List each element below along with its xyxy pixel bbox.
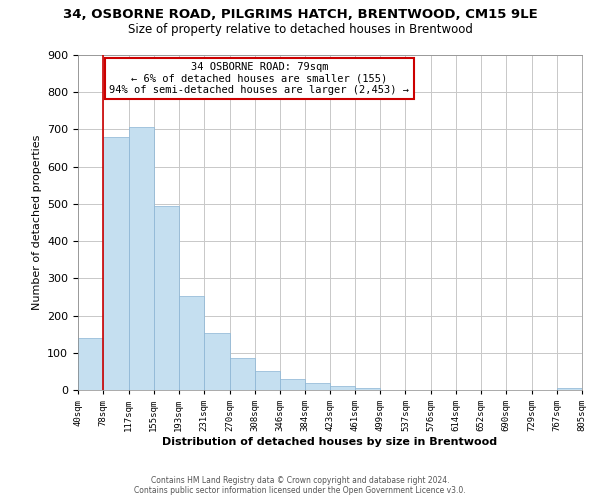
Bar — [254, 372, 280, 390]
Bar — [179, 296, 204, 390]
Bar — [280, 379, 305, 390]
Text: 34, OSBORNE ROAD, PILGRIMS HATCH, BRENTWOOD, CM15 9LE: 34, OSBORNE ROAD, PILGRIMS HATCH, BRENTW… — [62, 8, 538, 20]
Bar — [557, 388, 582, 390]
Bar — [204, 333, 230, 390]
Bar — [355, 388, 380, 390]
Bar — [331, 386, 355, 390]
Y-axis label: Number of detached properties: Number of detached properties — [32, 135, 41, 310]
Bar — [230, 358, 254, 390]
Bar — [305, 382, 331, 390]
X-axis label: Distribution of detached houses by size in Brentwood: Distribution of detached houses by size … — [163, 437, 497, 447]
Bar — [154, 206, 179, 390]
Bar — [129, 127, 154, 390]
Bar — [78, 338, 103, 390]
Text: Size of property relative to detached houses in Brentwood: Size of property relative to detached ho… — [128, 22, 472, 36]
Text: Contains HM Land Registry data © Crown copyright and database right 2024.
Contai: Contains HM Land Registry data © Crown c… — [134, 476, 466, 495]
Bar — [103, 137, 129, 390]
Text: 34 OSBORNE ROAD: 79sqm
← 6% of detached houses are smaller (155)
94% of semi-det: 34 OSBORNE ROAD: 79sqm ← 6% of detached … — [109, 62, 409, 95]
